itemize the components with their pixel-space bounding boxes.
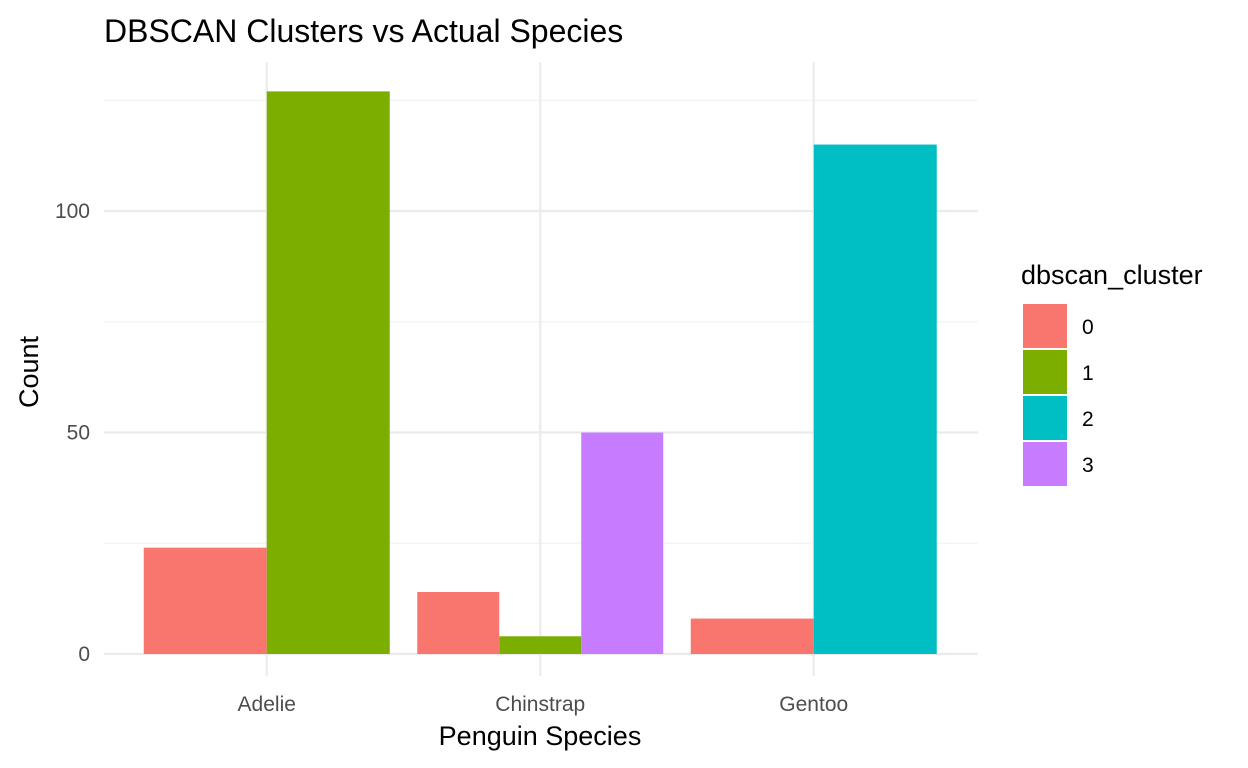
x-tick-label: Chinstrap <box>495 693 585 716</box>
bars <box>143 91 937 655</box>
legend-key-1 <box>1023 350 1067 394</box>
bar-gentoo-cluster-2 <box>813 144 937 655</box>
bar-adelie-cluster-0 <box>143 547 267 654</box>
legend-key-2 <box>1023 396 1067 440</box>
y-axis-title: Count <box>14 335 44 408</box>
legend-label-2: 2 <box>1082 408 1094 431</box>
y-tick-label: 100 <box>55 200 90 223</box>
legend-items: 0 1 2 3 <box>1023 304 1094 486</box>
x-axis-title: Penguin Species <box>439 721 642 751</box>
legend: dbscan_cluster 0 1 2 3 <box>1021 260 1203 486</box>
bar-chinstrap-cluster-3 <box>581 432 664 654</box>
bar-adelie-cluster-1 <box>266 91 390 654</box>
bar-chinstrap-cluster-1 <box>499 636 582 654</box>
x-tick-label: Adelie <box>238 693 296 716</box>
x-tick-label: Gentoo <box>779 693 848 716</box>
bar-gentoo-cluster-0 <box>690 618 814 654</box>
legend-key-3 <box>1023 442 1067 486</box>
y-axis-ticks: 0 50 100 <box>55 200 90 666</box>
y-tick-label: 0 <box>78 643 90 666</box>
legend-label-1: 1 <box>1082 362 1094 385</box>
legend-label-3: 3 <box>1082 454 1094 477</box>
legend-title: dbscan_cluster <box>1021 260 1203 290</box>
legend-key-0 <box>1023 304 1067 348</box>
bar-chinstrap-cluster-0 <box>417 591 500 654</box>
chart-title: DBSCAN Clusters vs Actual Species <box>104 13 623 49</box>
legend-label-0: 0 <box>1082 316 1094 339</box>
y-tick-label: 50 <box>67 422 90 445</box>
x-axis-ticks: Adelie Chinstrap Gentoo <box>238 693 849 716</box>
